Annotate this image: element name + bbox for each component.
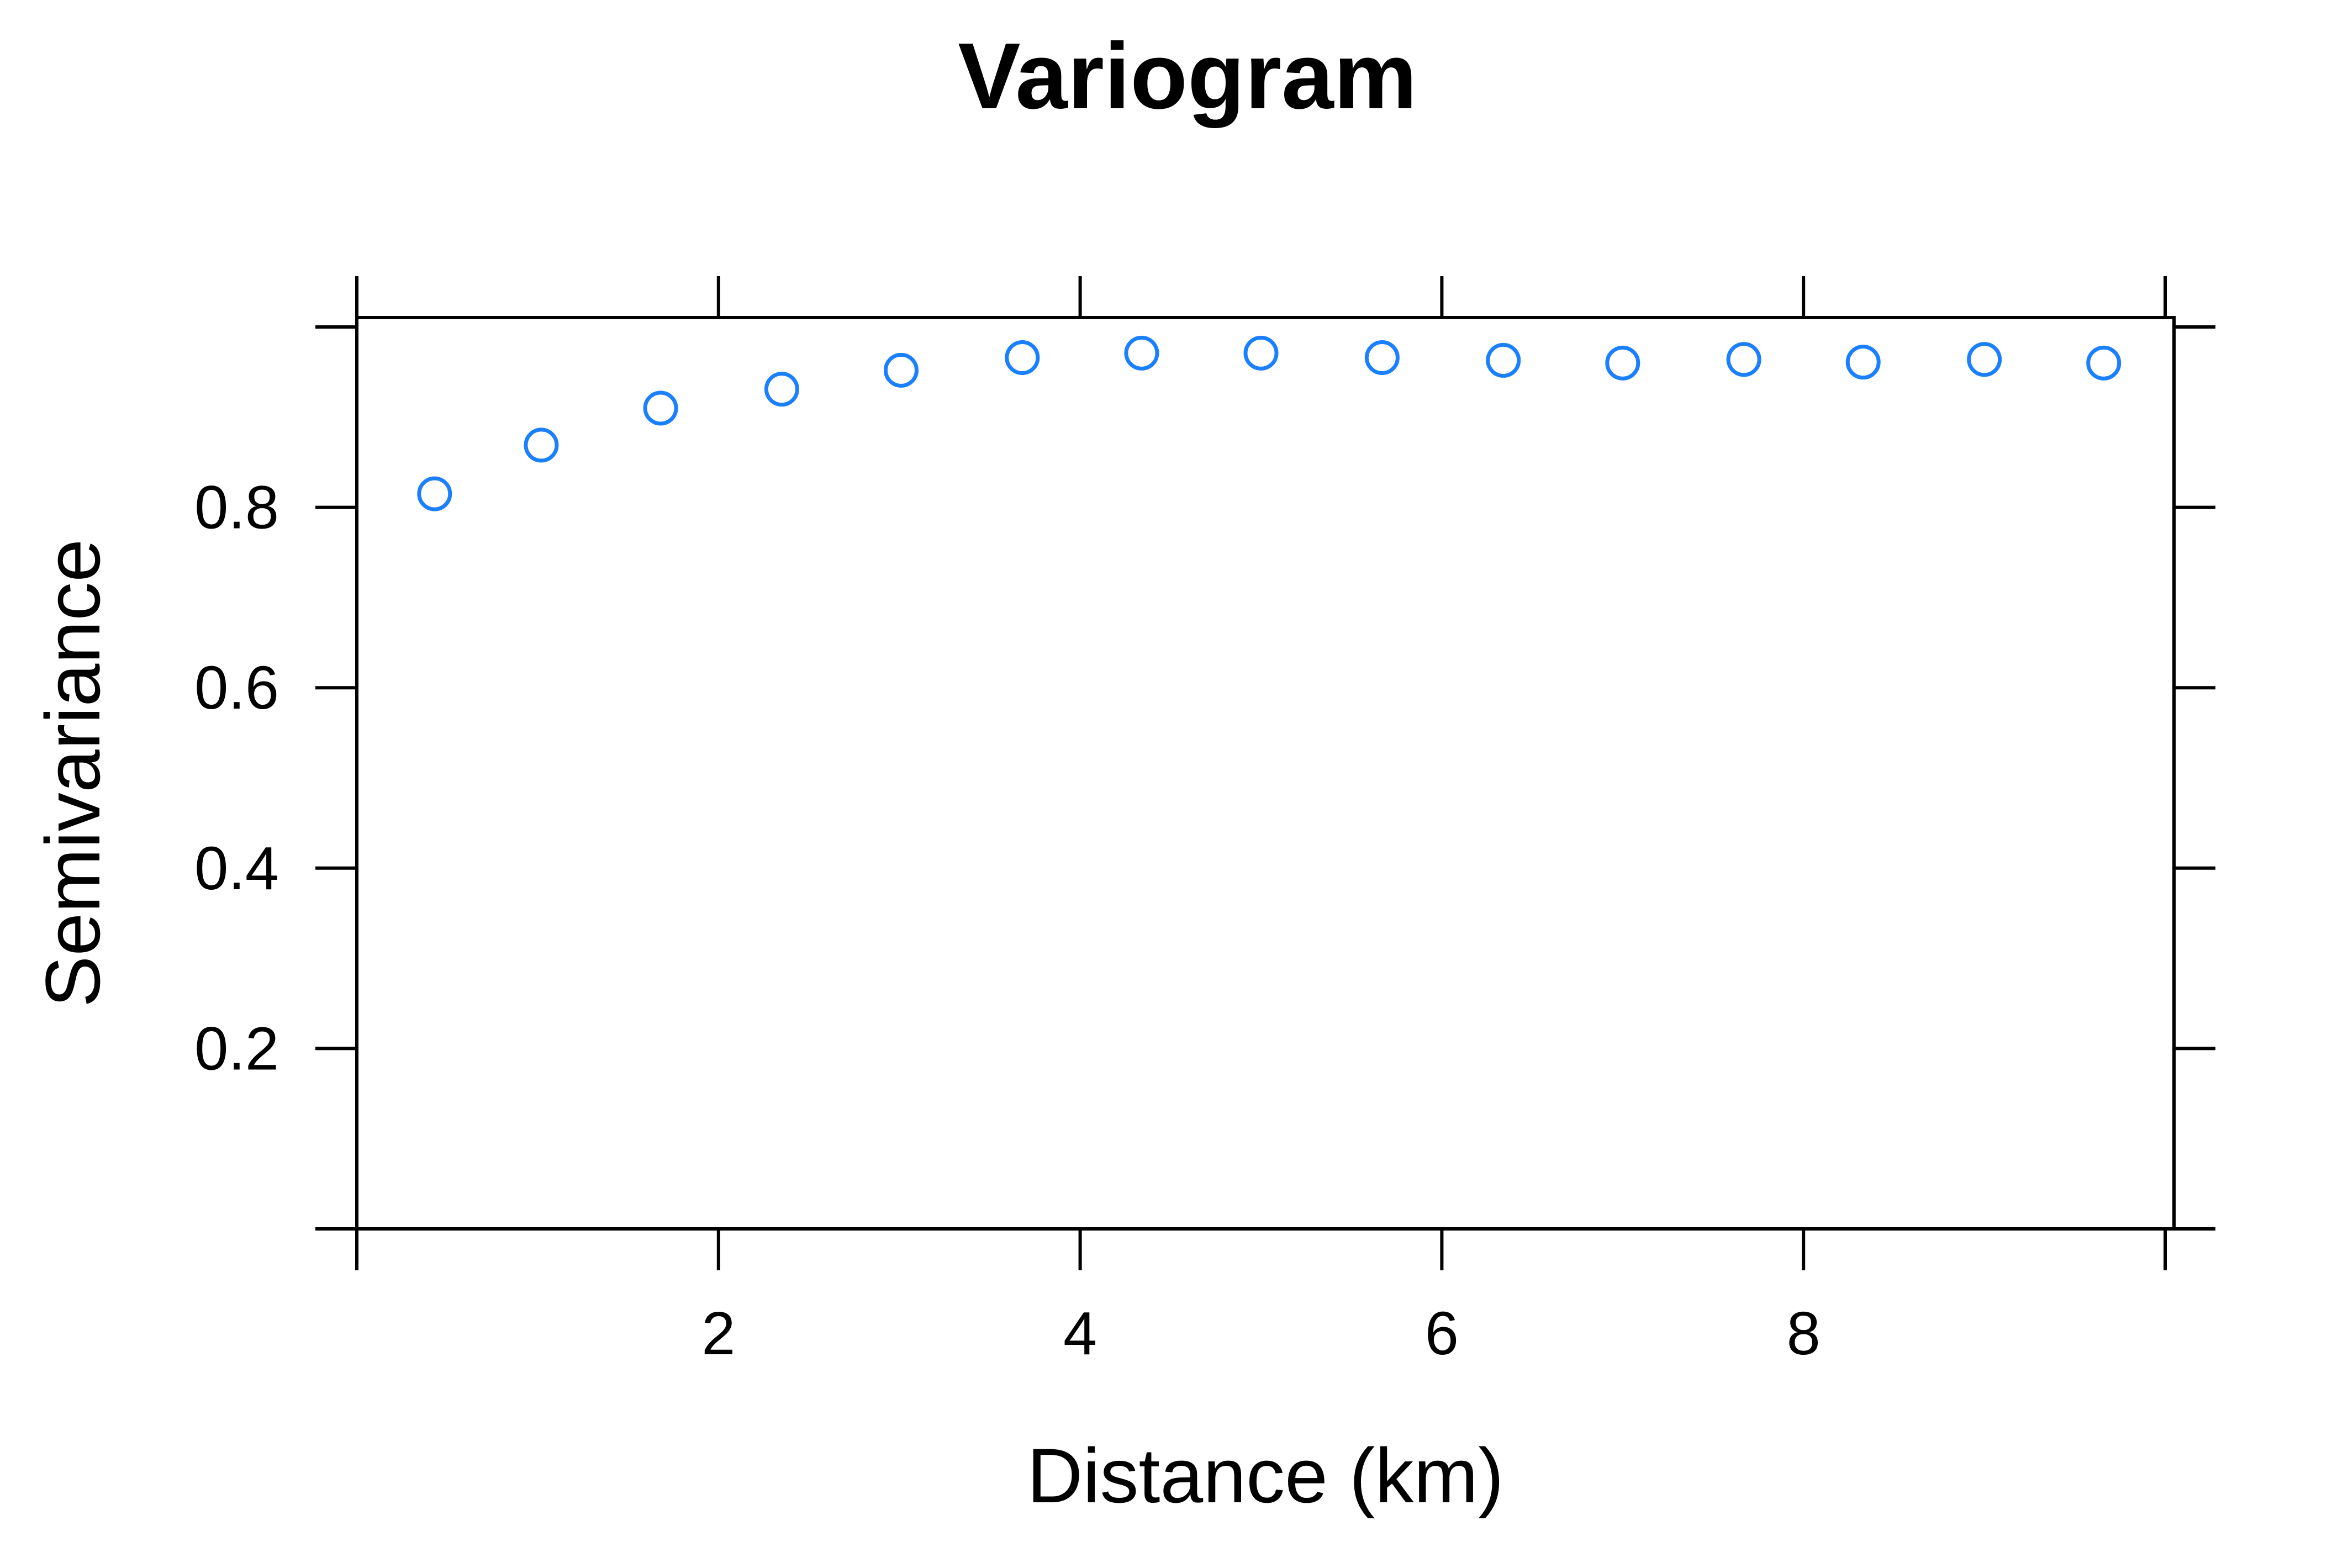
data-point bbox=[883, 352, 919, 388]
data-point bbox=[417, 476, 452, 511]
x-axis-label: Distance (km) bbox=[1027, 1432, 1503, 1519]
y-axis-tick-labels: 0.2 0.4 0.6 0.8 bbox=[194, 474, 279, 1083]
data-point bbox=[643, 390, 678, 426]
data-point bbox=[1605, 345, 1640, 381]
x-tick-label: 2 bbox=[701, 1300, 735, 1368]
data-point bbox=[2086, 345, 2122, 381]
x-axis-tick-labels: 2 4 6 8 bbox=[701, 1300, 1821, 1368]
data-point bbox=[764, 372, 799, 407]
y-axis-label: Semivariance bbox=[29, 539, 116, 1007]
x-axis-top-ticks bbox=[355, 276, 2167, 318]
x-tick-label: 6 bbox=[1425, 1300, 1459, 1368]
y-tick-label: 0.4 bbox=[194, 835, 279, 902]
data-point bbox=[1005, 340, 1040, 376]
y-axis-left-ticks bbox=[315, 325, 357, 1231]
data-point bbox=[524, 427, 559, 463]
data-point bbox=[1845, 345, 1881, 380]
plot-frame bbox=[355, 316, 2176, 1231]
x-axis-bottom-ticks bbox=[355, 1229, 2167, 1270]
data-point bbox=[1124, 335, 1159, 371]
data-point bbox=[1364, 340, 1400, 376]
data-points bbox=[417, 335, 2122, 511]
data-point bbox=[1726, 342, 1761, 377]
x-tick-label: 4 bbox=[1063, 1300, 1097, 1368]
y-tick-label: 0.2 bbox=[194, 1015, 279, 1083]
data-point bbox=[1486, 342, 1521, 378]
y-tick-label: 0.8 bbox=[194, 474, 279, 542]
data-point bbox=[1967, 342, 2002, 377]
data-point bbox=[1243, 335, 1279, 371]
y-tick-label: 0.6 bbox=[194, 654, 279, 722]
chart-title: Variogram bbox=[958, 24, 1417, 129]
x-tick-label: 8 bbox=[1787, 1300, 1821, 1368]
y-axis-right-ticks bbox=[2174, 325, 2215, 1231]
